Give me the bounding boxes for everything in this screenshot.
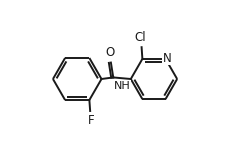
Text: F: F xyxy=(88,114,94,127)
Text: NH: NH xyxy=(114,81,130,91)
Text: Cl: Cl xyxy=(134,31,146,44)
Text: O: O xyxy=(106,46,115,59)
Text: N: N xyxy=(163,52,172,65)
